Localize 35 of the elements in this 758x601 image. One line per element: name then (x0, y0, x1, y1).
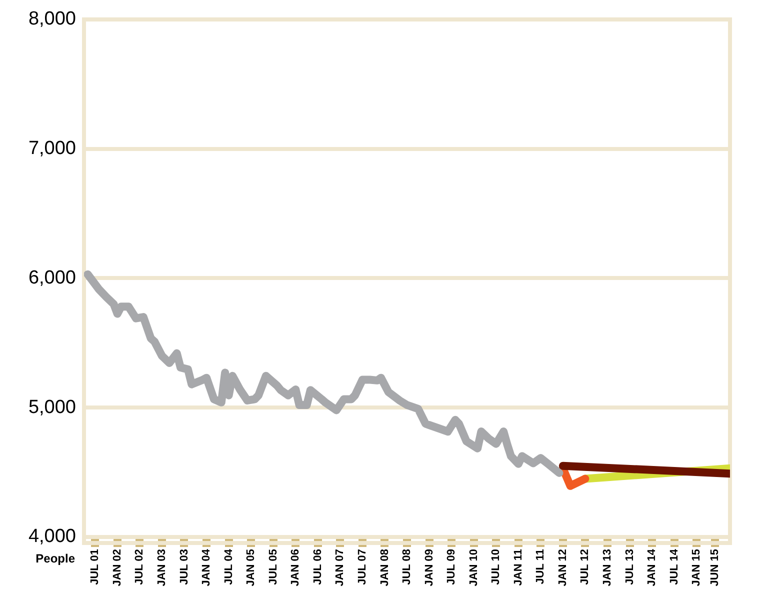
x-tick-label: JAN 02 (111, 549, 124, 586)
x-tick-label: JAN 11 (512, 549, 524, 586)
x-tick-label: JAN 06 (290, 549, 302, 586)
y-tick-label: 7,000 (28, 138, 76, 160)
x-tick-label: JUN 15 (709, 549, 722, 586)
x-tick-label: JAN 04 (200, 548, 213, 586)
x-tick-label: JUL 03 (178, 549, 190, 585)
x-tick-label: JUL 14 (668, 548, 680, 585)
x-tick-label: JAN 14 (646, 548, 658, 586)
y-tick-label: 5,000 (28, 396, 76, 418)
x-tick-label: JUL 07 (356, 549, 368, 585)
x-tick-label: JUL 05 (267, 549, 280, 585)
x-tick-label: JAN 03 (156, 549, 168, 586)
y-axis-title: People (36, 551, 76, 566)
x-tick-label: JAN 12 (556, 549, 569, 586)
x-tick-label: JUL 12 (579, 549, 592, 585)
x-tick-label: JUL 01 (89, 549, 102, 585)
x-tick-label: JAN 15 (690, 549, 703, 586)
x-tick-label: JUL 02 (134, 549, 146, 585)
y-tick-label: 4,000 (28, 526, 76, 548)
x-tick-label: JUL 08 (401, 549, 414, 585)
x-tick-label: JUL 09 (446, 549, 458, 585)
x-tick-label: JUL 06 (312, 549, 324, 585)
y-tick-label: 8,000 (28, 8, 76, 30)
x-tick-label: JAN 13 (602, 549, 614, 586)
x-tick-label: JAN 05 (245, 549, 258, 586)
x-tick-label: JAN 08 (378, 549, 391, 586)
x-tick-label: JUL 04 (222, 548, 235, 585)
x-tick-label: JUL 10 (490, 549, 502, 585)
x-tick-label: JUL 11 (534, 549, 547, 584)
x-tick-label: JUL 13 (624, 549, 636, 585)
y-tick-label: 6,000 (28, 267, 76, 288)
x-tick-label: JAN 09 (423, 549, 436, 586)
x-tick-label: JAN 07 (334, 549, 346, 586)
x-tick-label: JAN 10 (468, 549, 480, 586)
